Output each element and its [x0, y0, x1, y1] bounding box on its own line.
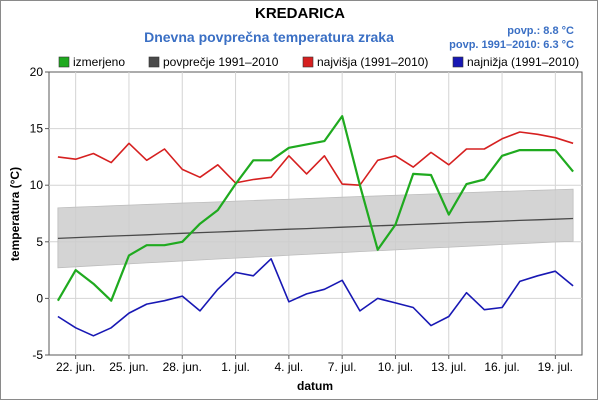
y-tick-label: 15: [30, 122, 44, 136]
legend: izmerjeno povprečje 1991–2010 najvišja (19…: [58, 55, 579, 69]
y-tick-label: 20: [30, 65, 44, 79]
x-tick-label: 19. jul.: [538, 360, 573, 374]
x-tick-label: 10. jul.: [378, 360, 413, 374]
x-tick-label: 1. jul.: [221, 360, 250, 374]
series-lines: [56, 114, 574, 337]
series-line-najnižja-1991-2010: [57, 257, 574, 337]
legend-label: najvišja (1991–2010): [317, 55, 428, 69]
legend-swatch: [452, 56, 464, 68]
x-tick-label: 4. jul.: [275, 360, 304, 374]
legend-swatch: [302, 56, 314, 68]
x-tick-label: 28. jun.: [163, 360, 202, 374]
legend-label: izmerjeno: [73, 55, 125, 69]
y-tick-label: 0: [36, 291, 43, 305]
x-axis-label: datum: [297, 379, 333, 393]
legend-swatch: [58, 56, 70, 68]
y-tick-label: 5: [36, 235, 43, 249]
info-average: povp.: 8.8 °C: [507, 25, 574, 37]
chart-subtitle: Dnevna povprečna temperatura zraka: [144, 29, 394, 45]
series-line-izmerjeno: [56, 114, 574, 302]
info-average-1991-2010: povp. 1991–2010: 6.3 °C: [449, 39, 574, 51]
y-axis-label: temperatura (°C): [8, 167, 22, 261]
axis-ticks: -5 0 5 10 15 20 22. jun. 25. jun. 28. jun. 1. jul…: [30, 65, 573, 374]
x-tick-label: 13. jul.: [431, 360, 466, 374]
legend-label: povprečje 1991–2010: [163, 55, 279, 69]
y-tick-label: -5: [32, 348, 43, 362]
y-tick-label: 10: [30, 178, 44, 192]
legend-label: najnižja (1991–2010): [467, 55, 579, 69]
x-tick-label: 25. jun.: [109, 360, 148, 374]
x-tick-label: 7. jul.: [328, 360, 357, 374]
x-tick-label: 16. jul.: [484, 360, 519, 374]
series-line-najvišja-1991-2010: [57, 131, 574, 186]
legend-swatch: [148, 56, 160, 68]
series-line-povprečje-1991-2010: [57, 217, 574, 240]
x-tick-label: 22. jun.: [56, 360, 95, 374]
chart-title: KREDARICA: [255, 5, 345, 22]
